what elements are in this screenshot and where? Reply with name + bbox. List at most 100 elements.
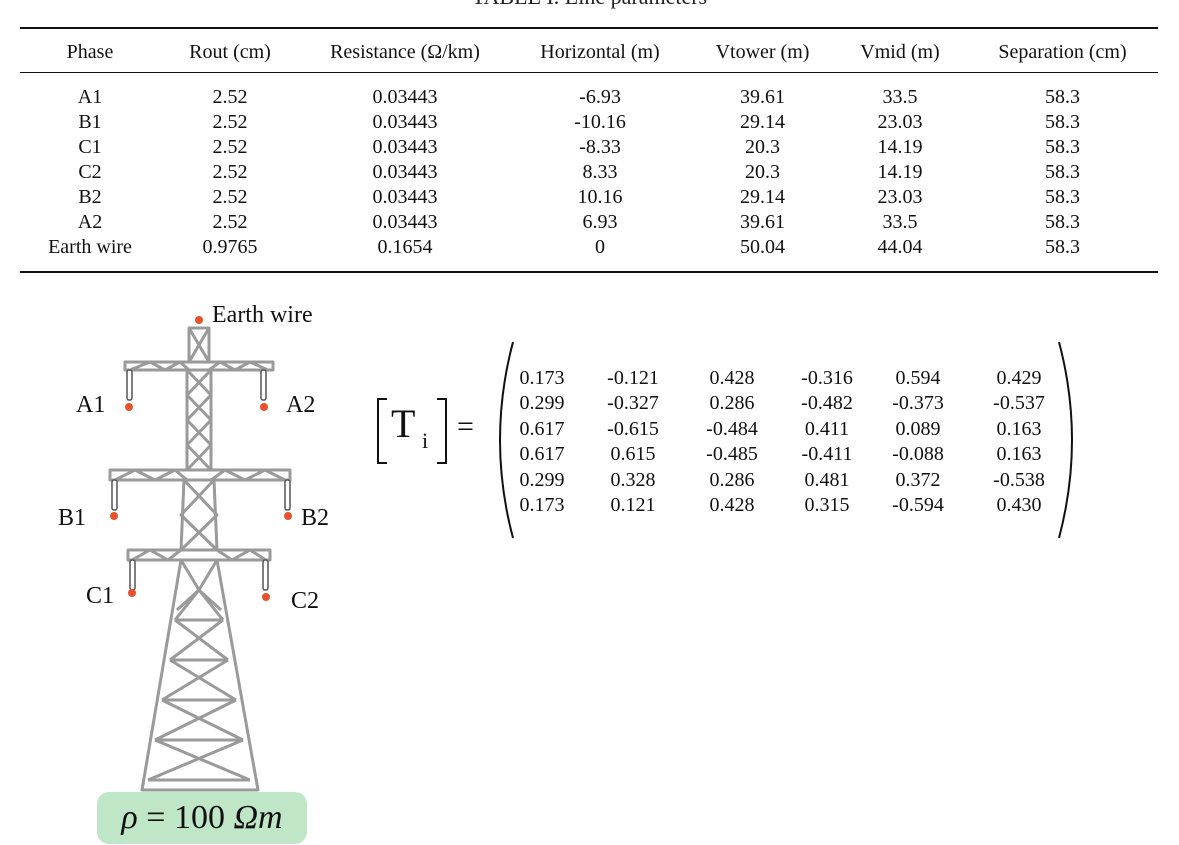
matrix-cell: -0.373 <box>892 392 944 414</box>
right-paren <box>1058 341 1073 539</box>
matrix-equals: = <box>457 410 474 443</box>
matrix-cell: 0.315 <box>804 494 850 516</box>
header-resistance: Resistance (Ω/km) <box>330 41 480 63</box>
left-paren <box>499 341 514 539</box>
matrix-cell: -0.121 <box>607 367 659 389</box>
matrix-cell: 0.411 <box>804 418 850 440</box>
matrix-cell: 0.299 <box>519 392 565 414</box>
cell-horizontal: 8.33 <box>582 161 618 183</box>
header-phase: Phase <box>66 41 114 63</box>
cell-rout: 2.52 <box>212 136 248 158</box>
cell-phase: B2 <box>78 186 102 208</box>
cell-resistance: 0.03443 <box>372 211 438 233</box>
matrix-subscript: i <box>422 428 429 453</box>
soil-resistivity-label: ρ = 100 Ωm <box>97 800 307 836</box>
matrix-cell: -0.088 <box>892 443 944 465</box>
cell-horizontal: -8.33 <box>579 136 621 158</box>
table-header-rule <box>20 72 1158 73</box>
matrix-cell: 0.328 <box>610 469 656 491</box>
matrix-cell: 0.428 <box>709 367 755 389</box>
matrix-cell: 0.429 <box>996 367 1042 389</box>
matrix-cell: -0.485 <box>706 443 758 465</box>
matrix-cell: 0.428 <box>709 494 755 516</box>
cell-phase: B1 <box>78 111 102 133</box>
cell-resistance: 0.03443 <box>372 111 438 133</box>
soil-resistivity-box: ρ = 100 Ωm <box>97 792 307 844</box>
matrix-cell: 0.615 <box>610 443 656 465</box>
right-square-bracket <box>437 398 447 464</box>
label-c1: C1 <box>86 583 115 609</box>
conductor-b1 <box>110 512 118 520</box>
label-b2: B2 <box>301 505 330 531</box>
conductor-a2 <box>260 403 268 411</box>
cell-phase: Earth wire <box>48 236 132 258</box>
label-b1: B1 <box>58 505 87 531</box>
cell-resistance: 0.03443 <box>372 136 438 158</box>
cell-vmid: 23.03 <box>877 186 923 208</box>
rho-value: 100 <box>173 799 225 836</box>
matrix-cell: 0.089 <box>895 418 941 440</box>
cell-resistance: 0.03443 <box>372 86 438 108</box>
conductor-c1 <box>128 589 136 597</box>
cell-phase: A1 <box>77 86 103 108</box>
cell-rout: 2.52 <box>212 161 248 183</box>
left-square-bracket <box>377 398 387 464</box>
matrix-symbol: T i = <box>377 398 487 468</box>
cell-vmid: 14.19 <box>877 161 923 183</box>
rho-symbol: ρ <box>121 799 138 836</box>
cell-separation: 58.3 <box>1045 111 1080 133</box>
cell-horizontal: 0 <box>595 236 605 258</box>
matrix-letter: T <box>391 401 416 446</box>
cell-horizontal: -6.93 <box>579 86 621 108</box>
cell-vmid: 14.19 <box>877 136 923 158</box>
cell-separation: 58.3 <box>1045 136 1080 158</box>
tower-structure <box>108 326 292 792</box>
matrix-cell: -0.538 <box>993 469 1045 491</box>
cell-rout: 2.52 <box>212 86 248 108</box>
cell-vtower: 29.14 <box>740 111 785 133</box>
matrix-cell: -0.615 <box>607 418 659 440</box>
cell-horizontal: 6.93 <box>582 211 618 233</box>
label-a2: A2 <box>286 392 316 418</box>
matrix-cell: -0.594 <box>892 494 944 516</box>
cell-rout: 2.52 <box>212 111 248 133</box>
matrix-cell: 0.173 <box>519 494 565 516</box>
matrix-cell: -0.482 <box>801 392 853 414</box>
cell-vtower: 50.04 <box>740 236 785 258</box>
conductor-earth <box>195 316 203 324</box>
cell-vtower: 39.61 <box>740 86 785 108</box>
matrix-cell: 0.173 <box>519 367 565 389</box>
header-rout: Rout (cm) <box>189 41 271 63</box>
cell-resistance: 0.03443 <box>372 186 438 208</box>
cell-vtower: 20.3 <box>745 136 780 158</box>
matrix-cell: -0.537 <box>993 392 1045 414</box>
cell-separation: 58.3 <box>1045 236 1080 258</box>
header-vtower: Vtower (m) <box>715 41 810 63</box>
cell-vmid: 33.5 <box>882 86 918 108</box>
conductor-b2 <box>284 512 292 520</box>
table-bottom-rule <box>20 271 1158 273</box>
rho-unit: Ωm <box>233 799 283 836</box>
matrix-cell: 0.286 <box>709 392 755 414</box>
label-a1: A1 <box>76 392 106 418</box>
cell-vmid: 23.03 <box>877 111 923 133</box>
cell-horizontal: -10.16 <box>574 111 626 133</box>
matrix-cell: 0.299 <box>519 469 565 491</box>
cell-resistance: 0.1654 <box>377 236 433 258</box>
matrix-cell: 0.617 <box>519 443 565 465</box>
header-horizontal: Horizontal (m) <box>540 41 660 63</box>
conductor-dots <box>110 316 292 601</box>
matrix-cell: 0.286 <box>709 469 755 491</box>
cell-separation: 58.3 <box>1045 86 1080 108</box>
cell-vtower: 39.61 <box>740 211 785 233</box>
matrix-cell: -0.411 <box>801 443 853 465</box>
table-caption: TABLE I. Line parameters <box>0 0 1179 8</box>
matrix-cell: 0.430 <box>996 494 1042 516</box>
table-top-rule <box>20 27 1158 29</box>
cell-vtower: 29.14 <box>740 186 785 208</box>
matrix-cell: 0.372 <box>895 469 941 491</box>
cell-rout: 2.52 <box>212 211 248 233</box>
conductor-c2 <box>262 593 270 601</box>
cell-vtower: 20.3 <box>745 161 780 183</box>
matrix-cell: 0.163 <box>996 418 1042 440</box>
